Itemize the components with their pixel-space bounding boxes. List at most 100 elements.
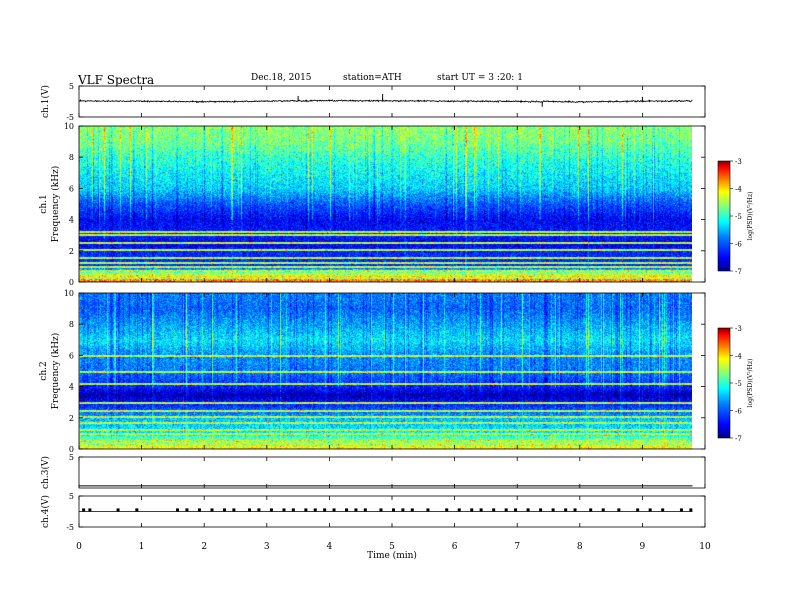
ch1-waveform-ytick-label-0: 5 bbox=[69, 82, 74, 91]
ch1-waveform-ylabel: ch.1(V) bbox=[40, 85, 51, 118]
ch2-spectrogram-colorbar bbox=[717, 327, 731, 439]
x-axis-title: Time (min) bbox=[367, 550, 417, 561]
xtick-label-3: 3 bbox=[264, 542, 270, 552]
ch4-pulse-17 bbox=[323, 508, 327, 512]
ch4-pulse-22 bbox=[379, 508, 383, 512]
ch3-waveform-ytick-label-0: 5 bbox=[69, 453, 74, 462]
ch4-pulse-13 bbox=[282, 508, 286, 512]
ch4-waveform-ylabel: ch.4(V) bbox=[40, 495, 51, 528]
ch4-pulse-8 bbox=[222, 508, 226, 512]
station-label: station=ATH bbox=[343, 73, 402, 83]
ch1-spectrogram-colorbar bbox=[717, 160, 731, 272]
xtick-label-0: 0 bbox=[76, 542, 82, 552]
ch4-pulse-19 bbox=[345, 508, 349, 512]
ch4-pulse-2 bbox=[116, 508, 120, 512]
ch4-pulse-4 bbox=[176, 508, 180, 512]
ch4-pulse-24 bbox=[401, 508, 405, 512]
ch4-pulse-41 bbox=[617, 508, 621, 512]
ch4-pulse-44 bbox=[661, 508, 665, 512]
ch3-waveform-frame bbox=[78, 456, 706, 489]
ch2-spectrogram-cb-tick-label-0: -3 bbox=[735, 325, 742, 333]
xtick-label-5: 5 bbox=[389, 542, 395, 552]
ch4-pulse-20 bbox=[354, 508, 358, 512]
ch4-pulse-6 bbox=[197, 508, 201, 512]
ch1-spectrogram-ytick-label-0: 10 bbox=[64, 122, 74, 131]
ch2-spectrogram-cb-tick-label-2: -5 bbox=[735, 380, 742, 388]
ch4-pulse-14 bbox=[291, 508, 295, 512]
ch1-waveform-ytick-label-1: -5 bbox=[66, 113, 74, 122]
ch3-waveform-ylabel: ch.3(V) bbox=[40, 456, 51, 489]
ch1-spectrogram-ylabel: Frequency (kHz) bbox=[50, 166, 61, 243]
ch4-pulse-0 bbox=[82, 508, 86, 512]
ch1-spectrogram-cb-tick-label-1: -4 bbox=[735, 186, 742, 194]
ch1-spectrogram-ylabel-channel: ch.1 bbox=[39, 194, 49, 213]
figure-title: VLF Spectra bbox=[78, 73, 155, 87]
ch4-pulse-25 bbox=[410, 508, 414, 512]
ch1-spectrogram-ytick-label-5: 0 bbox=[69, 278, 74, 287]
ch4-pulse-42 bbox=[636, 508, 640, 512]
ch4-pulse-33 bbox=[514, 508, 518, 512]
ch2-spectrogram-image bbox=[79, 293, 692, 449]
start-time-label: start UT = 3 :20: 1 bbox=[437, 73, 523, 83]
ch2-spectrogram-ytick-label-1: 8 bbox=[69, 320, 74, 329]
ch2-spectrogram-ytick-label-4: 2 bbox=[69, 414, 74, 423]
xtick-label-7: 7 bbox=[514, 542, 520, 552]
ch4-pulse-35 bbox=[539, 508, 543, 512]
ch4-pulse-12 bbox=[269, 508, 273, 512]
ch4-pulse-30 bbox=[479, 508, 483, 512]
ch1-spectrogram-ytick-label-2: 6 bbox=[69, 184, 74, 193]
ch4-pulse-15 bbox=[304, 508, 308, 512]
ch4-pulse-45 bbox=[679, 508, 683, 512]
ch4-pulse-3 bbox=[135, 508, 139, 512]
ch2-spectrogram-ytick-label-3: 4 bbox=[69, 383, 74, 392]
ch4-pulse-39 bbox=[589, 508, 593, 512]
xtick-label-4: 4 bbox=[327, 542, 333, 552]
ch4-pulse-37 bbox=[564, 508, 568, 512]
xtick-label-10: 10 bbox=[699, 542, 711, 552]
ch2-spectrogram-ylabel-channel: ch.2 bbox=[39, 361, 49, 380]
xtick-label-9: 9 bbox=[640, 542, 646, 552]
ch4-pulse-34 bbox=[526, 508, 530, 512]
ch4-waveform-ytick-label-0: 5 bbox=[69, 492, 74, 501]
ch4-pulse-26 bbox=[426, 508, 430, 512]
ch4-pulse-38 bbox=[573, 508, 577, 512]
ch4-pulse-11 bbox=[257, 508, 261, 512]
ch1-trace bbox=[78, 98, 693, 104]
xtick-label-2: 2 bbox=[201, 542, 207, 552]
ch4-waveform-ytick-label-1: -5 bbox=[66, 523, 74, 532]
ch4-pulse-46 bbox=[689, 508, 693, 512]
ch4-pulse-40 bbox=[601, 508, 605, 512]
ch1-spectrogram-cb-tick-label-4: -7 bbox=[735, 268, 742, 276]
ch1-spectrogram-cb-tick-label-0: -3 bbox=[735, 158, 742, 166]
ch1-spectrogram-ytick-label-3: 4 bbox=[69, 216, 74, 225]
ch4-pulse-29 bbox=[470, 508, 474, 512]
ch2-spectrogram-ytick-label-2: 6 bbox=[69, 351, 74, 360]
ch4-pulse-36 bbox=[551, 508, 555, 512]
ch4-pulse-10 bbox=[248, 508, 252, 512]
ch4-pulse-18 bbox=[332, 508, 336, 512]
ch4-pulse-7 bbox=[210, 508, 214, 512]
ch2-spectrogram-cb-tick-label-3: -6 bbox=[735, 408, 742, 416]
ch1-spectrogram-image bbox=[79, 126, 692, 282]
ch4-pulse-9 bbox=[232, 508, 236, 512]
ch4-pulse-27 bbox=[445, 508, 449, 512]
ch2-spectrogram-cb-tick-label-4: -7 bbox=[735, 435, 742, 443]
ch4-pulse-21 bbox=[363, 508, 367, 512]
ch2-spectrogram-ytick-label-0: 10 bbox=[64, 289, 74, 298]
xtick-label-1: 1 bbox=[139, 542, 145, 552]
xtick-label-8: 8 bbox=[577, 542, 583, 552]
ch1-spectrogram-ytick-label-4: 2 bbox=[69, 247, 74, 256]
ch4-pulse-5 bbox=[185, 508, 189, 512]
ch4-pulse-16 bbox=[313, 508, 317, 512]
xtick-label-6: 6 bbox=[452, 542, 458, 552]
ch1-spectrogram-cb-tick-label-2: -5 bbox=[735, 213, 742, 221]
ch4-pulse-31 bbox=[492, 508, 496, 512]
ch4-pulse-1 bbox=[88, 508, 92, 512]
ch4-pulse-23 bbox=[392, 508, 395, 512]
ch4-pulse-28 bbox=[457, 508, 461, 512]
ch2-spectrogram-ytick-label-5: 0 bbox=[69, 445, 74, 454]
ch1-spectrogram-ytick-label-1: 8 bbox=[69, 153, 74, 162]
ch4-pulse-32 bbox=[504, 508, 508, 512]
ch1-spectrogram-colorbar-label: log(PSD)(V²/Hz) bbox=[747, 192, 754, 241]
date-label: Dec.18, 2015 bbox=[251, 73, 312, 83]
